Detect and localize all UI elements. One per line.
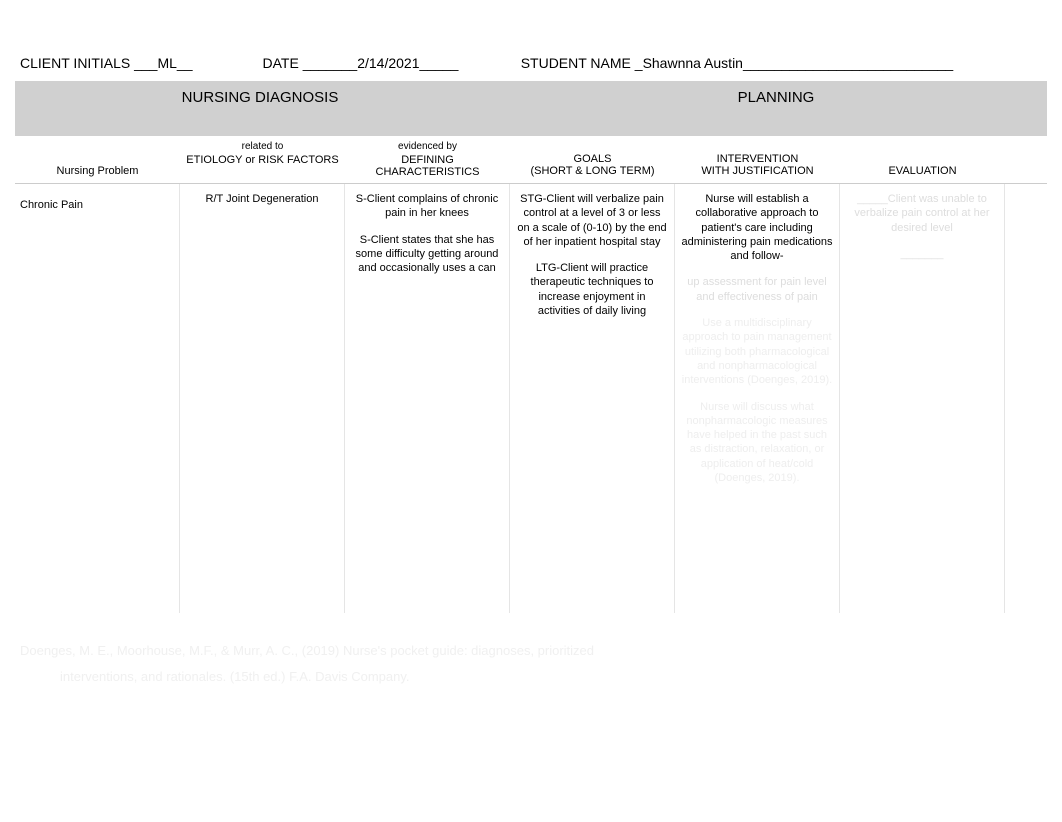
date-label: DATE _______ xyxy=(193,55,358,71)
faded-text: Nurse will discuss what nonpharmacologic… xyxy=(681,400,833,486)
client-initials-label: CLIENT INITIALS ___ xyxy=(20,55,157,71)
faded-text: up assessment for pain level and effecti… xyxy=(681,275,833,304)
cell-intervention: Nurse will establish a collaborative app… xyxy=(675,184,840,613)
column-headers: Nursing Problem related to ETIOLOGY or R… xyxy=(15,139,1047,183)
client-initials-suffix: __ xyxy=(177,55,193,71)
student-label: STUDENT NAME _ xyxy=(458,55,642,71)
faded-text: _______ xyxy=(846,247,998,261)
cell-defining: S-Client complains of chronic pain in he… xyxy=(345,184,510,613)
faded-text: Use a multidisciplinary approach to pain… xyxy=(681,316,833,387)
care-plan-table: Nursing Problem related to ETIOLOGY or R… xyxy=(15,139,1047,613)
col-header-nursing-problem: Nursing Problem xyxy=(15,139,180,180)
col-header-defining: evidenced by DEFINING CHARACTERISTICS xyxy=(345,139,510,180)
cell-nursing-problem: Chronic Pain xyxy=(15,184,180,613)
table-body: Chronic Pain R/T Joint Degeneration S-Cl… xyxy=(15,183,1047,613)
student-suffix: ___________________________ xyxy=(743,55,953,71)
citation-line-1: Doenges, M. E., Moorhouse, M.F., & Murr,… xyxy=(20,638,1042,664)
col-header-goals: GOALS (SHORT & LONG TERM) xyxy=(510,139,675,180)
section-header-planning: PLANNING xyxy=(505,89,1047,106)
date-suffix: _____ xyxy=(420,55,459,71)
section-headers: NURSING DIAGNOSIS PLANNING xyxy=(15,81,1047,136)
student-name: Shawnna Austin xyxy=(643,55,743,71)
col-header-intervention: INTERVENTION WITH JUSTIFICATION xyxy=(675,139,840,180)
cell-etiology: R/T Joint Degeneration xyxy=(180,184,345,613)
section-header-diagnosis: NURSING DIAGNOSIS xyxy=(15,89,505,106)
citation: Doenges, M. E., Moorhouse, M.F., & Murr,… xyxy=(20,638,1042,690)
client-initials: ML xyxy=(157,55,176,71)
col-header-etiology: related to ETIOLOGY or RISK FACTORS xyxy=(180,139,345,180)
header-info: CLIENT INITIALS ___ML__ DATE _______2/14… xyxy=(0,0,1062,81)
cell-evaluation: _____Client was unable to verbalize pain… xyxy=(840,184,1005,613)
faded-text: _____Client was unable to verbalize pain… xyxy=(846,192,998,235)
citation-line-2: interventions, and rationales. (15th ed.… xyxy=(20,664,1042,690)
date-value: 2/14/2021 xyxy=(357,55,419,71)
col-header-evaluation: EVALUATION xyxy=(840,139,1005,180)
cell-goals: STG-Client will verbalize pain control a… xyxy=(510,184,675,613)
